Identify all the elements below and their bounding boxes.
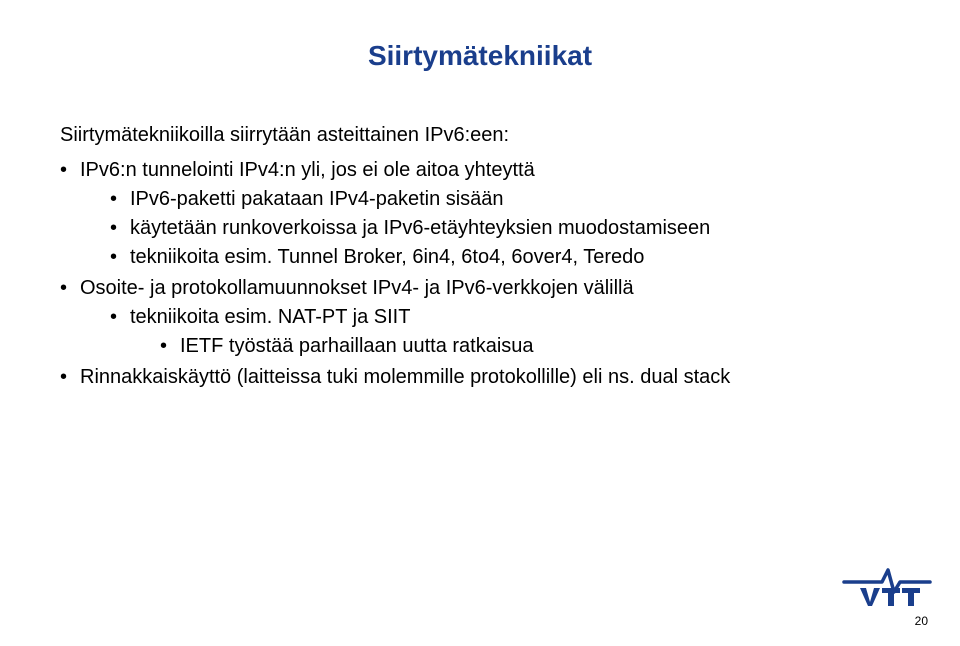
footer: 20 (842, 566, 932, 628)
list-item-text: tekniikoita esim. NAT-PT ja SIIT (130, 306, 410, 328)
sub-list: tekniikoita esim. NAT-PT ja SIIT IETF ty… (110, 304, 900, 360)
list-item: tekniikoita esim. NAT-PT ja SIIT IETF ty… (110, 304, 900, 360)
sub-sub-list: IETF työstää parhaillaan uutta ratkaisua (160, 333, 900, 360)
list-item: IPv6-paketti pakataan IPv4-paketin sisää… (110, 186, 900, 213)
list-item-text: Rinnakkaiskäyttö (laitteissa tuki molemm… (80, 366, 730, 388)
slide-title: Siirtymätekniikat (60, 40, 900, 72)
list-item-text: IPv6-paketti pakataan IPv4-paketin sisää… (130, 188, 504, 210)
slide-body: Siirtymätekniikoilla siirrytään asteitta… (60, 122, 900, 391)
list-item-text: IETF työstää parhaillaan uutta ratkaisua (180, 335, 534, 357)
bullet-list: IPv6:n tunnelointi IPv4:n yli, jos ei ol… (60, 157, 900, 391)
list-item: Osoite- ja protokollamuunnokset IPv4- ja… (60, 275, 900, 360)
list-item-text: Osoite- ja protokollamuunnokset IPv4- ja… (80, 277, 634, 299)
list-item: tekniikoita esim. Tunnel Broker, 6in4, 6… (110, 244, 900, 271)
list-item: IETF työstää parhaillaan uutta ratkaisua (160, 333, 900, 360)
list-item-text: tekniikoita esim. Tunnel Broker, 6in4, 6… (130, 246, 644, 268)
list-item: IPv6:n tunnelointi IPv4:n yli, jos ei ol… (60, 157, 900, 271)
sub-list: IPv6-paketti pakataan IPv4-paketin sisää… (110, 186, 900, 271)
list-item: Rinnakkaiskäyttö (laitteissa tuki molemm… (60, 364, 900, 391)
list-item-text: IPv6:n tunnelointi IPv4:n yli, jos ei ol… (80, 159, 535, 181)
intro-text: Siirtymätekniikoilla siirrytään asteitta… (60, 122, 900, 149)
list-item-text: käytetään runkoverkoissa ja IPv6-etäyhte… (130, 217, 710, 239)
vtt-logo-icon (842, 566, 932, 608)
slide: Siirtymätekniikat Siirtymätekniikoilla s… (0, 0, 960, 646)
list-item: käytetään runkoverkoissa ja IPv6-etäyhte… (110, 215, 900, 242)
page-number: 20 (915, 614, 928, 628)
